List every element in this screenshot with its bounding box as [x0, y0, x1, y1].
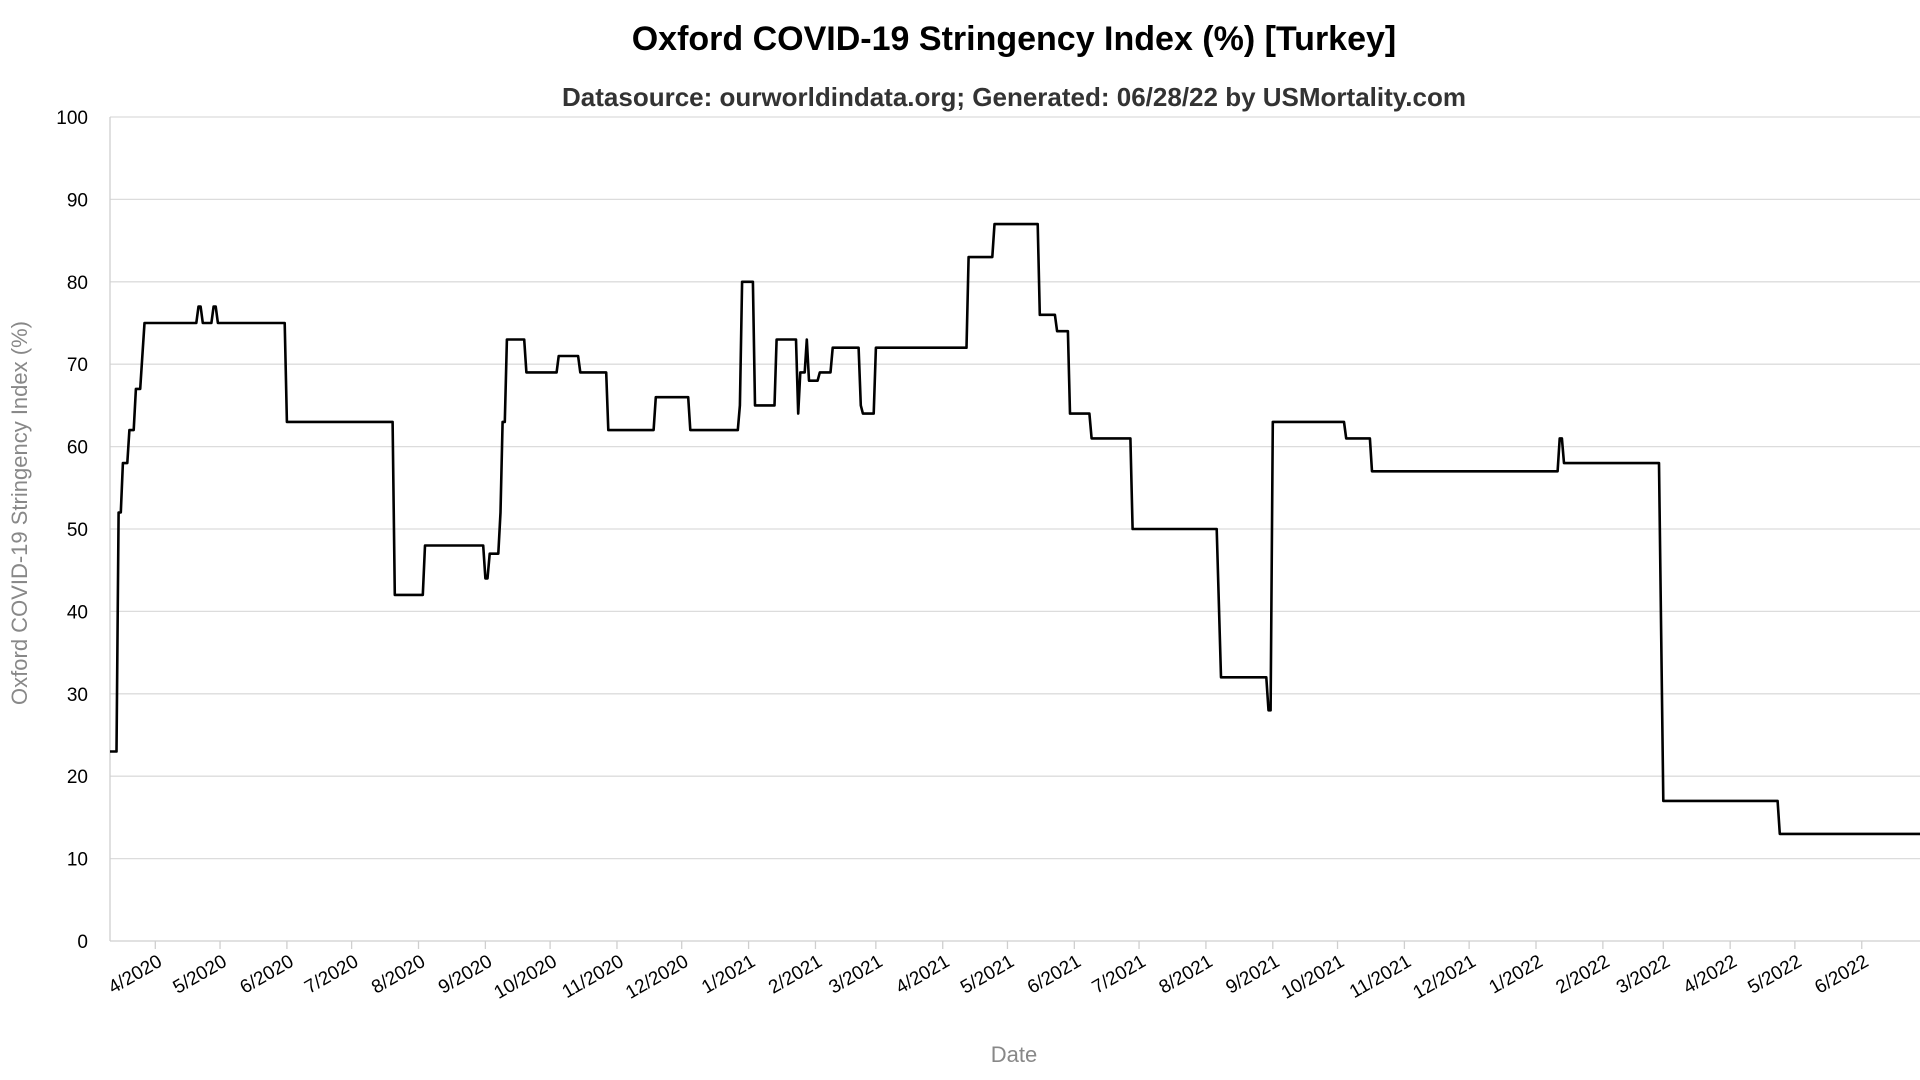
x-tick-label: 10/2020 [491, 951, 561, 1004]
x-tick-label: 7/2020 [301, 951, 362, 998]
x-tick-label: 7/2021 [1089, 951, 1150, 998]
x-axis-label: Date [991, 1042, 1037, 1067]
chart-title: Oxford COVID-19 Stringency Index (%) [Tu… [632, 20, 1397, 58]
y-tick-labels: 0 10 20 30 40 50 60 70 80 90 100 [56, 108, 88, 953]
y-tick-label: 40 [67, 602, 88, 623]
chart-subtitle: Datasource: ourworldindata.org; Generate… [562, 82, 1466, 112]
x-tick-label: 9/2021 [1222, 951, 1283, 998]
gridlines [110, 116, 1920, 860]
x-tick-label: 3/2022 [1613, 951, 1674, 998]
x-tick-label: 6/2022 [1811, 951, 1872, 998]
y-tick-label: 90 [67, 190, 88, 211]
x-tick-label: 2/2021 [765, 951, 826, 998]
y-tick-label: 20 [67, 767, 88, 788]
x-tick-label: 5/2021 [957, 951, 1018, 998]
y-tick-label: 30 [67, 685, 88, 706]
x-tick-label: 11/2021 [1346, 951, 1415, 1003]
x-tick-label: 3/2021 [826, 951, 887, 998]
x-tick-label: 8/2021 [1156, 951, 1217, 998]
series-line-stringency [110, 222, 1920, 836]
x-tick-label: 6/2020 [237, 951, 298, 998]
y-tick-label: 70 [67, 355, 88, 376]
x-tick-label: 5/2020 [170, 951, 231, 998]
x-tick-labels: 4/2020 5/2020 6/2020 7/2020 8/2020 9/202010/2… [105, 951, 1872, 1004]
y-tick-label: 80 [67, 273, 88, 294]
x-tick-label: 4/2021 [892, 951, 953, 998]
y-tick-label: 50 [67, 520, 88, 541]
x-tick-label: 10/2021 [1278, 951, 1348, 1004]
x-tick-label: 8/2020 [368, 951, 429, 998]
y-tick-label: 60 [67, 438, 88, 459]
x-tick-label: 6/2021 [1024, 951, 1085, 998]
x-tick-label: 12/2020 [622, 951, 692, 1004]
y-tick-label: 100 [56, 108, 88, 129]
axes [109, 117, 1920, 949]
x-tick-label: 2/2022 [1553, 951, 1614, 998]
x-tick-label: 1/2021 [698, 951, 759, 998]
series-layer [110, 222, 1920, 836]
x-tick-label: 12/2021 [1410, 951, 1480, 1004]
x-tick-label: 4/2022 [1680, 951, 1741, 998]
x-tick-label: 5/2022 [1745, 951, 1806, 998]
y-tick-label: 10 [67, 850, 88, 871]
y-tick-label: 0 [77, 932, 88, 953]
x-tick-label: 4/2020 [105, 951, 166, 998]
x-tick-label: 11/2020 [559, 951, 628, 1003]
x-tick-label: 9/2020 [435, 951, 496, 998]
x-tick-label: 1/2022 [1486, 951, 1547, 998]
y-axis-label: Oxford COVID-19 Stringency Index (%) [7, 321, 32, 705]
